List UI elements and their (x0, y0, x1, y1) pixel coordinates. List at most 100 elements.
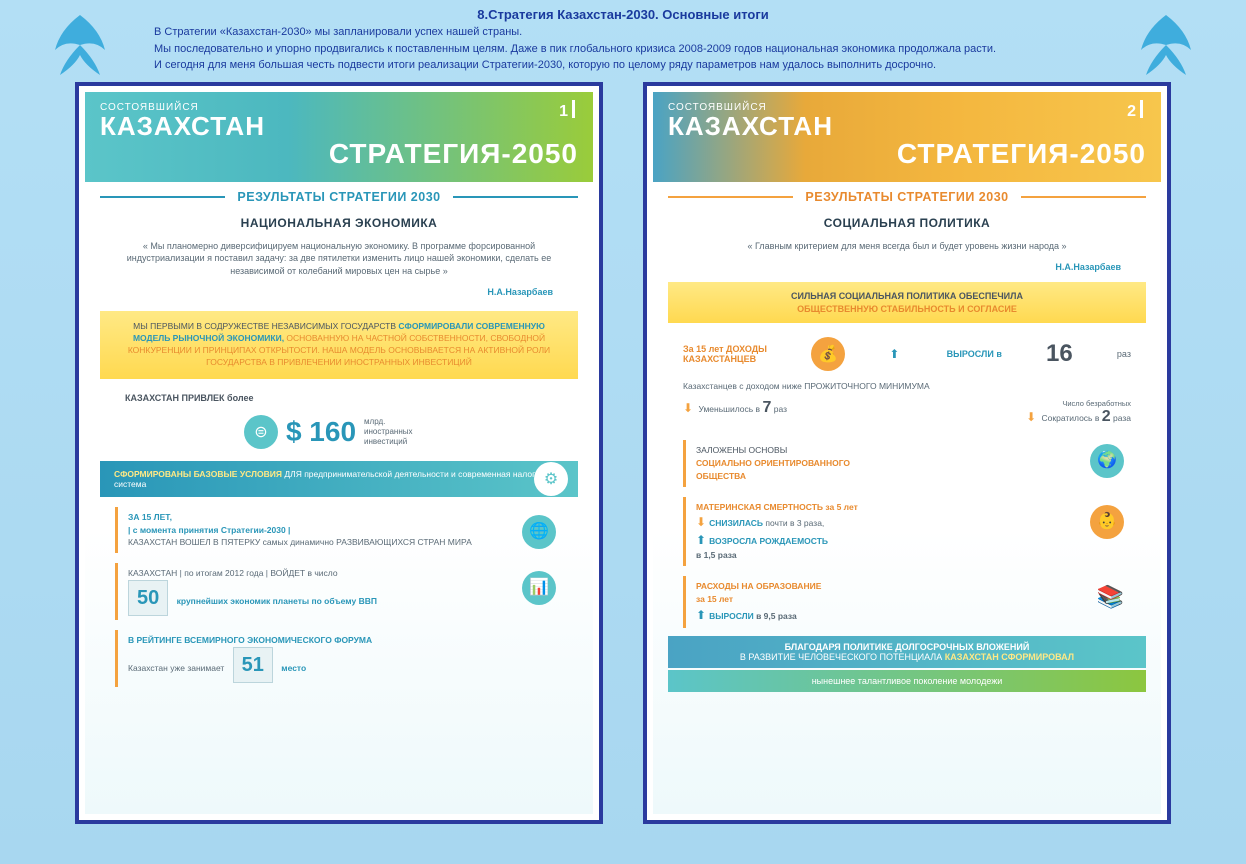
edu-l3: ⬆ВЫРОСЛИ в 9,5 раза (696, 606, 1140, 624)
header-p2: Мы последовательно и упорно продвигались… (140, 41, 1106, 58)
education-icon: 📚 (1097, 580, 1124, 613)
panel-1-sub: РЕЗУЛЬТАТЫ СТРАТЕГИИ 2030 (225, 190, 452, 204)
b51-rest: место (281, 663, 306, 673)
b51-l2: Казахстан уже занимает (128, 663, 224, 673)
soc-l1: ЗАЛОЖЕНЫ ОСНОВЫ (696, 444, 1140, 457)
panel-2-quote: « Главным критерием для меня всегда был … (653, 234, 1161, 259)
pov-right-num: 2 (1102, 408, 1111, 425)
panel-1-frame: 1 СОСТОЯВШИЙСЯ КАЗАХСТАН СТРАТЕГИЯ-2050 … (75, 82, 603, 824)
panel-1-quote: « Мы планомерно диверсифицируем национал… (85, 234, 593, 284)
b51-pre: В РЕЙТИНГЕ ВСЕМИРНОГО ЭКОНОМИЧЕСКОГО ФОР… (128, 634, 572, 647)
panel-2-yellow-box: СИЛЬНАЯ СОЦИАЛЬНАЯ ПОЛИТИКА ОБЕСПЕЧИЛА О… (668, 282, 1146, 323)
b15-l1: ЗА 15 ЛЕТ, (128, 511, 572, 524)
panel-2-block-mat: МАТЕРИНСКАЯ СМЕРТНОСТЬ за 5 лет ⬇СНИЗИЛА… (683, 497, 1146, 567)
s16-unit: раз (1117, 349, 1131, 359)
mat-l3: ⬆ВОЗРОСЛА РОЖДАЕМОСТЬ (696, 531, 1140, 549)
panel-1-yellow-box: МЫ ПЕРВЫМИ В СОДРУЖЕСТВЕ НЕЗАВИСИМЫХ ГОС… (100, 311, 578, 379)
panel-2-author: Н.А.Назарбаев (653, 262, 1161, 272)
btm1-l2a: В РАЗВИТИЕ ЧЕЛОВЕЧЕСКОГО ПОТЕНЦИАЛА (740, 652, 945, 662)
pov-right-label: Сократилось в (1042, 413, 1100, 423)
money-icon: ⊜ (244, 415, 278, 449)
panel-1-header-band: 1 СОСТОЯВШИЙСЯ КАЗАХСТАН СТРАТЕГИЯ-2050 (85, 92, 593, 182)
panel-1-block-51: В РЕЙТИНГЕ ВСЕМИРНОГО ЭКОНОМИЧЕСКОГО ФОР… (115, 630, 578, 687)
panel-2-number: 2 (1127, 100, 1143, 121)
panel-1-author: Н.А.Назарбаев (85, 287, 593, 297)
arrow-down-icon: ⬇ (696, 513, 706, 531)
panel-2-section-title: СОЦИАЛЬНАЯ ПОЛИТИКА (653, 216, 1161, 230)
yb2-pre: СИЛЬНАЯ СОЦИАЛЬНАЯ ПОЛИТИКА ОБЕСПЕЧИЛА (791, 291, 1023, 301)
coins-icon: 💰 (811, 337, 845, 371)
panel-2-frame: 2 СОСТОЯВШИЙСЯ КАЗАХСТАН СТРАТЕГИЯ-2050 … (643, 82, 1171, 824)
edu-l1: РАСХОДЫ НА ОБРАЗОВАНИЕ (696, 580, 1140, 593)
btm1-l2b: КАЗАХСТАН СФОРМИРОВАЛ (945, 652, 1074, 662)
mat-l4: в 1,5 раза (696, 549, 1140, 562)
b15-l3: КАЗАХСТАН ВОШЕЛ В ПЯТЕРКУ самых динамичн… (128, 536, 572, 549)
b15-l2: | с момента принятия Стратегии-2030 | (128, 524, 572, 537)
header-p1: В Стратегии «Казахстан-2030» мы запланир… (140, 24, 1106, 41)
panel-2-stat-16: За 15 лет ДОХОДЫ КАЗАХСТАНЦЕВ 💰 ⬆ ВЫРОСЛ… (653, 331, 1161, 377)
ornament-top-left (40, 5, 120, 85)
b51-num: 51 (233, 647, 273, 683)
b50-pre: КАЗАХСТАН | по итогам 2012 года | ВОЙДЕТ… (128, 567, 572, 580)
panel-2-sub-row: РЕЗУЛЬТАТЫ СТРАТЕГИИ 2030 (653, 182, 1161, 212)
yb2-hl: ОБЩЕСТВЕННУЮ СТАБИЛЬНОСТЬ И СОГЛАСИЕ (797, 304, 1017, 314)
page-title: 8.Стратегия Казахстан-2030. Основные ито… (40, 7, 1206, 22)
pov-left-unit: раз (774, 404, 787, 414)
panel-2-header-band: 2 СОСТОЯВШИЙСЯ КАЗАХСТАН СТРАТЕГИЯ-2050 (653, 92, 1161, 182)
pov-right-unit: раза (1113, 413, 1131, 423)
panel-1-blue-strip: СФОРМИРОВАНЫ БАЗОВЫЕ УСЛОВИЯ ДЛЯ предпри… (100, 461, 578, 497)
header-p3: И сегодня для меня большая честь подвест… (140, 57, 1106, 74)
ornament-top-right (1126, 5, 1206, 85)
s16-num: 16 (1046, 340, 1073, 368)
pov-left-num: 7 (762, 399, 771, 416)
stat-label: КАЗАХСТАН ПРИВЛЕК более (125, 393, 253, 403)
s16-left: За 15 лет ДОХОДЫ КАЗАХСТАНЦЕВ (683, 344, 767, 364)
pov-right-pre: Число безработных (913, 399, 1131, 408)
panel-1-strategy: СТРАТЕГИЯ-2050 (100, 138, 578, 170)
arrow-down-icon: ⬇ (683, 401, 693, 415)
mat-l2: ⬇СНИЗИЛАСЬ почти в 3 раза, (696, 513, 1140, 531)
gear-icon: ⚙ (534, 462, 568, 496)
arrow-down-icon: ⬇ (1026, 410, 1036, 424)
panel-1-block-50: КАЗАХСТАН | по итогам 2012 года | ВОЙДЕТ… (115, 563, 578, 620)
pov-right: Число безработных ⬇ Сократилось в 2 раза (913, 399, 1131, 426)
panel-2-block-soc: ЗАЛОЖЕНЫ ОСНОВЫ СОЦИАЛЬНО ОРИЕНТИРОВАННО… (683, 440, 1146, 486)
arrow-up-icon: ⬆ (696, 606, 706, 624)
poverty-title: Казахстанцев с доходом ниже ПРОЖИТОЧНОГО… (653, 377, 1161, 395)
mat-l1: МАТЕРИНСКАЯ СМЕРТНОСТЬ за 5 лет (696, 501, 1140, 514)
stat-value: $ 160 (286, 416, 356, 448)
panel-1-block-15: ЗА 15 ЛЕТ, | с момента принятия Стратеги… (115, 507, 578, 553)
header-paragraphs: В Стратегии «Казахстан-2030» мы запланир… (140, 24, 1106, 74)
btm1-pre: БЛАГОДАРЯ ПОЛИТИКЕ ДОЛГОСРОЧНЫХ ВЛОЖЕНИЙ (674, 642, 1140, 652)
panel-2-bottom-bar-1: БЛАГОДАРЯ ПОЛИТИКЕ ДОЛГОСРОЧНЫХ ВЛОЖЕНИЙ… (668, 636, 1146, 668)
b50-rest: крупнейших экономик планеты по объему ВВ… (177, 596, 377, 606)
panel-1: 1 СОСТОЯВШИЙСЯ КАЗАХСТАН СТРАТЕГИЯ-2050 … (85, 92, 593, 814)
chart-icon: 📊 (522, 571, 556, 605)
b50-num: 50 (128, 580, 168, 616)
strip-hl: СФОРМИРОВАНЫ БАЗОВЫЕ УСЛОВИЯ (114, 469, 282, 479)
b51-row: Казахстан уже занимает 51 место (128, 647, 572, 683)
btm1-line2: В РАЗВИТИЕ ЧЕЛОВЕЧЕСКОГО ПОТЕНЦИАЛА КАЗА… (674, 652, 1140, 662)
soc-l3: ОБЩЕСТВА (696, 470, 1140, 483)
panel-2-sub: РЕЗУЛЬТАТЫ СТРАТЕГИИ 2030 (793, 190, 1020, 204)
panel-1-body: РЕЗУЛЬТАТЫ СТРАТЕГИИ 2030 НАЦИОНАЛЬНАЯ Э… (85, 182, 593, 814)
panel-1-stat-160-value: ⊜ $ 160 млрд. иностранных инвестиций (85, 409, 593, 455)
panel-2-strategy: СТРАТЕГИЯ-2050 (668, 138, 1146, 170)
panel-1-sub-row: РЕЗУЛЬТАТЫ СТРАТЕГИИ 2030 (85, 182, 593, 212)
arrow-up-icon: ⬆ (696, 531, 706, 549)
panel-2-block-edu: РАСХОДЫ НА ОБРАЗОВАНИЕ за 15 лет ⬆ВЫРОСЛ… (683, 576, 1146, 628)
decorative-line (1021, 196, 1146, 198)
panel-1-number: 1 (559, 100, 575, 121)
decorative-line (453, 196, 578, 198)
poverty-cols: ⬇ Уменьшилось в 7 раз Число безработных … (653, 395, 1161, 430)
decorative-line (668, 196, 793, 198)
panels-row: 1 СОСТОЯВШИЙСЯ КАЗАХСТАН СТРАТЕГИЯ-2050 … (40, 82, 1206, 824)
s16-l1: За 15 лет ДОХОДЫ (683, 344, 767, 354)
b50-row: 50 крупнейших экономик планеты по объему… (128, 580, 572, 616)
globe-icon: 🌐 (522, 515, 556, 549)
stat-unit: млрд. иностранных инвестиций (364, 417, 434, 446)
pov-left-label: Уменьшилось в (698, 404, 760, 414)
panel-2-body: РЕЗУЛЬТАТЫ СТРАТЕГИИ 2030 СОЦИАЛЬНАЯ ПОЛ… (653, 182, 1161, 814)
decorative-line (100, 196, 225, 198)
s16-mid: ВЫРОСЛИ в (947, 349, 1002, 359)
